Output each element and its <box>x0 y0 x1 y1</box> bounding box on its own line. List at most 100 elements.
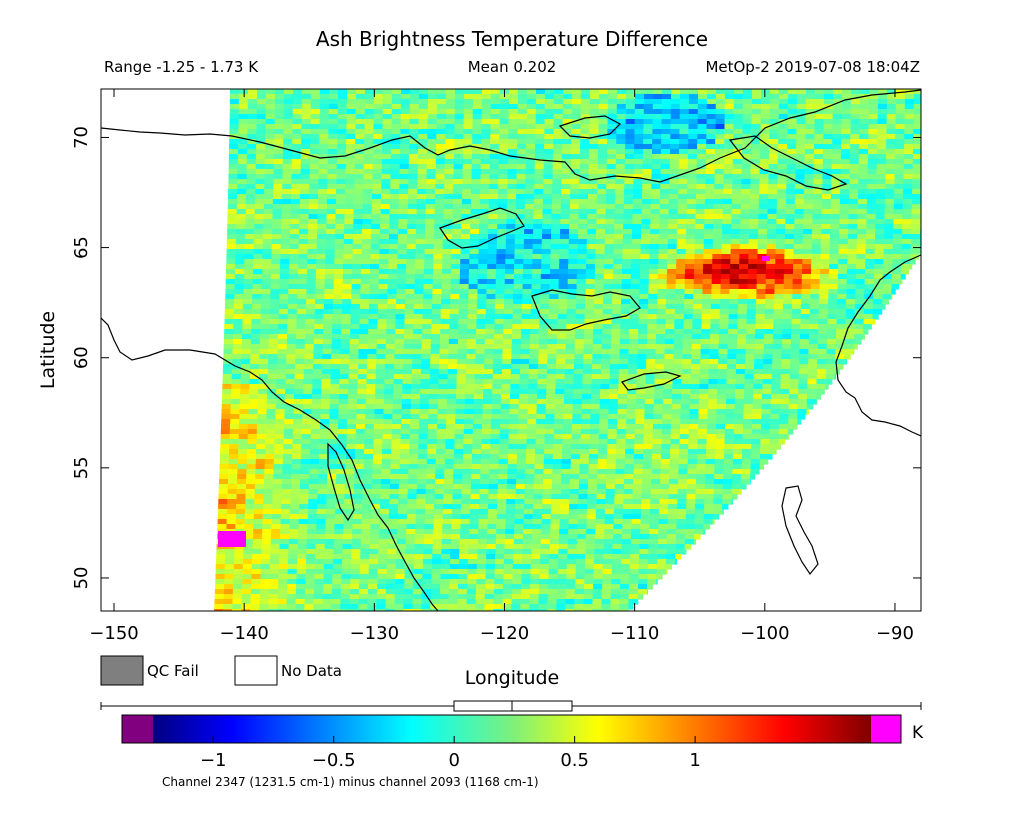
heatmap-cell <box>589 149 599 155</box>
heatmap-cell <box>432 299 442 305</box>
heatmap-cell <box>785 209 796 215</box>
heatmap-cell <box>452 214 463 220</box>
heatmap-cell <box>743 414 753 420</box>
heatmap-cell <box>238 134 248 140</box>
heatmap-cell <box>588 184 598 190</box>
heatmap-cell <box>273 169 284 175</box>
heatmap-cell <box>543 154 554 160</box>
heatmap-cell <box>233 309 244 315</box>
heatmap-cell <box>377 329 387 335</box>
heatmap-cell <box>785 199 796 205</box>
heatmap-cell <box>419 414 429 420</box>
heatmap-cell <box>423 289 433 295</box>
heatmap-cell <box>821 199 832 205</box>
heatmap-cell <box>659 219 669 225</box>
heatmap-cell <box>362 209 373 215</box>
heatmap-cell <box>571 109 582 115</box>
heatmap-cell <box>776 209 787 215</box>
heatmap-cell <box>528 389 538 395</box>
heatmap-cell <box>674 304 685 310</box>
heatmap-cell <box>752 414 762 420</box>
heatmap-cell <box>363 154 374 160</box>
heatmap-cell <box>490 109 501 115</box>
heatmap-cell <box>353 234 363 240</box>
heatmap-cell <box>598 129 608 135</box>
heatmap-cell <box>369 289 379 295</box>
heatmap-cell <box>341 304 352 310</box>
heatmap-cell <box>263 219 273 225</box>
heatmap-cell <box>241 339 252 345</box>
heatmap-cell <box>842 94 852 100</box>
heatmap-cell <box>745 364 755 370</box>
heatmap-cell <box>679 124 690 130</box>
heatmap-cell <box>592 359 602 365</box>
heatmap-cell <box>726 369 737 375</box>
heatmap-cell <box>753 384 763 390</box>
heatmap-cell <box>807 384 817 390</box>
heatmap-cell <box>668 199 679 205</box>
heatmap-cell <box>549 289 559 295</box>
heatmap-cell <box>804 189 814 195</box>
heatmap-cell <box>893 214 904 220</box>
heatmap-cell <box>580 144 590 150</box>
heatmap-cell <box>457 349 468 355</box>
heatmap-cell <box>444 174 455 180</box>
heatmap-cell <box>666 279 677 285</box>
heatmap-cell <box>426 184 436 190</box>
heatmap-cell <box>910 239 921 245</box>
heatmap-cell <box>442 264 452 270</box>
heatmap-cell <box>397 264 407 270</box>
heatmap-cell <box>234 284 245 290</box>
heatmap-cell <box>652 104 663 110</box>
heatmap-cell <box>481 149 491 155</box>
heatmap-cell <box>474 389 484 395</box>
heatmap-cell <box>506 219 516 225</box>
heatmap-cell <box>626 414 636 420</box>
heatmap-cell <box>429 379 440 385</box>
heatmap-cell <box>854 329 864 335</box>
heatmap-cell <box>387 294 397 300</box>
heatmap-cell <box>680 399 691 405</box>
heatmap-cell <box>503 314 514 320</box>
heatmap-cell <box>914 89 921 95</box>
heatmap-cell <box>222 394 232 400</box>
heatmap-cell <box>578 229 588 235</box>
heatmap-cell <box>796 119 807 125</box>
heatmap-cell <box>820 239 831 245</box>
heatmap-cell <box>391 124 402 130</box>
heatmap-cell <box>847 264 857 270</box>
heatmap-cell <box>626 419 636 425</box>
heatmap-cell <box>370 249 381 255</box>
heatmap-cell <box>453 194 463 200</box>
heatmap-cell <box>671 399 682 405</box>
heatmap-cell <box>619 354 629 360</box>
heatmap-cell <box>553 144 563 150</box>
heatmap-cell <box>858 164 869 170</box>
heatmap-cell <box>806 89 816 95</box>
heatmap-cell <box>649 259 659 265</box>
heatmap-cell <box>544 149 554 155</box>
heatmap-cell <box>247 144 257 150</box>
heatmap-cell <box>726 374 737 380</box>
heatmap-cell <box>661 149 671 155</box>
heatmap-cell <box>753 379 764 385</box>
heatmap-cell <box>813 164 824 170</box>
heatmap-cell <box>256 119 267 125</box>
heatmap-cell <box>602 324 612 330</box>
heatmap-cell <box>458 304 469 310</box>
heatmap-cell <box>791 329 801 335</box>
heatmap-cell <box>911 214 921 220</box>
heatmap-cell <box>398 199 409 205</box>
heatmap-cell <box>449 314 460 320</box>
heatmap-cell <box>378 299 388 305</box>
heatmap-cell <box>246 154 257 160</box>
heatmap-cell <box>798 384 808 390</box>
heatmap-cell <box>297 279 308 285</box>
heatmap-cell <box>526 129 536 135</box>
heatmap-cell <box>808 354 818 360</box>
heatmap-cell <box>355 139 365 145</box>
heatmap-cell <box>566 329 576 335</box>
heatmap-cell <box>873 299 883 305</box>
heatmap-cell <box>829 249 840 255</box>
heatmap-cell <box>470 204 481 210</box>
